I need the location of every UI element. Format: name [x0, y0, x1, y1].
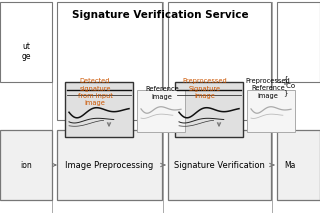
- Text: {
"Co
}: { "Co }: [283, 75, 295, 97]
- Text: Reference
Image: Reference Image: [145, 86, 179, 100]
- Bar: [0, 2, 52, 82]
- Text: ut
ge: ut ge: [21, 42, 31, 61]
- Bar: [65, 82, 133, 137]
- Bar: [57, 130, 162, 200]
- Text: ion: ion: [20, 160, 32, 169]
- Bar: [168, 2, 271, 120]
- Bar: [137, 90, 185, 132]
- Text: Signature Verification: Signature Verification: [173, 160, 264, 169]
- Text: Ma: Ma: [284, 160, 295, 169]
- Bar: [168, 130, 271, 200]
- Bar: [277, 130, 320, 200]
- Bar: [57, 2, 162, 120]
- Text: Preprocessed
Signature
image: Preprocessed Signature image: [183, 78, 228, 99]
- Bar: [247, 90, 295, 132]
- Text: Image Preprocessing: Image Preprocessing: [65, 160, 153, 169]
- Bar: [0, 130, 52, 200]
- Bar: [175, 82, 243, 137]
- Text: Preprocessed
Reference
image: Preprocessed Reference image: [246, 78, 290, 99]
- Text: Signature Verification Service: Signature Verification Service: [72, 10, 248, 20]
- Bar: [277, 2, 320, 82]
- Text: Detected
signature
from input
image: Detected signature from input image: [77, 78, 112, 107]
